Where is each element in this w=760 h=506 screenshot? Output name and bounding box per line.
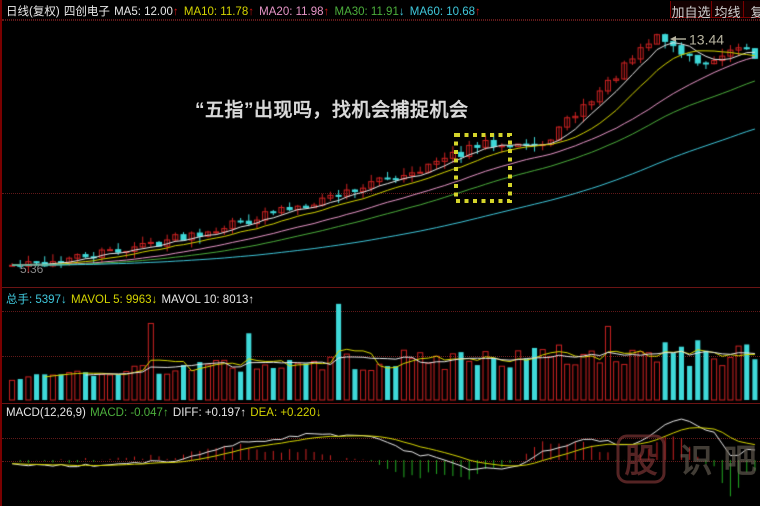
svg-text:识: 识 <box>680 442 713 479</box>
svg-text:股: 股 <box>625 442 658 479</box>
svg-text:吧: 吧 <box>724 442 757 479</box>
